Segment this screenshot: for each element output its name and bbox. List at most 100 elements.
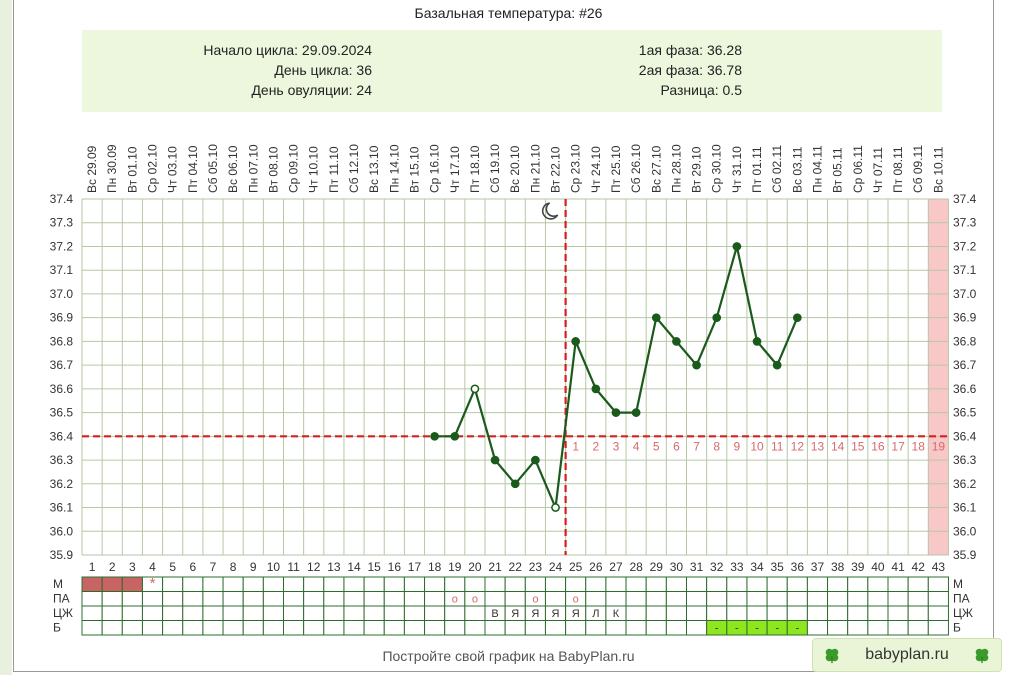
y-tick-label-left: 36.7 bbox=[50, 358, 74, 372]
symptom-cell bbox=[303, 576, 325, 592]
symptom-cell bbox=[484, 576, 506, 592]
symptom-cell bbox=[343, 620, 365, 636]
y-tick-label-right: 36.5 bbox=[953, 406, 977, 420]
symptom-cell bbox=[182, 576, 204, 592]
symptom-cell bbox=[101, 620, 123, 636]
day-number-label: 13 bbox=[327, 560, 341, 574]
symptom-cell bbox=[887, 576, 909, 592]
day-number-label: 5 bbox=[169, 560, 176, 574]
symptom-cell bbox=[504, 620, 526, 636]
temperature-series-line bbox=[434, 246, 799, 512]
date-tick-label: Вс 06.10 bbox=[226, 145, 240, 193]
y-tick-label-left: 37.4 bbox=[50, 192, 74, 206]
date-tick-label: Сб 19.10 bbox=[488, 144, 502, 193]
date-tick-label: Вс 20.10 bbox=[508, 145, 522, 193]
symptom-cell bbox=[242, 576, 264, 592]
symptom-cell bbox=[504, 576, 526, 592]
date-tick-label: Ср 06.11 bbox=[851, 145, 865, 193]
symptom-mark: о bbox=[452, 594, 458, 606]
symptom-cell bbox=[403, 576, 426, 592]
symptom-cell bbox=[806, 620, 829, 636]
date-tick-label: Вт 29.10 bbox=[690, 146, 704, 193]
brand-badge[interactable]: babyplan.ru bbox=[812, 638, 1002, 672]
symptom-cell bbox=[262, 576, 285, 592]
symptom-cell bbox=[625, 576, 647, 592]
day-number-label: 3 bbox=[129, 560, 136, 574]
symptom-cell bbox=[887, 591, 909, 607]
symptom-cell bbox=[383, 576, 405, 592]
luteal-day-number: 6 bbox=[673, 439, 680, 453]
temperature-point bbox=[772, 360, 782, 370]
day-number-label: 37 bbox=[811, 560, 825, 574]
date-tick-label: Сб 09.11 bbox=[911, 145, 925, 193]
y-tick-label-left: 36.5 bbox=[50, 406, 74, 420]
symptom-cell bbox=[504, 591, 526, 607]
temperature-point bbox=[611, 408, 621, 417]
temperature-point bbox=[430, 431, 439, 441]
symptom-cell bbox=[242, 605, 264, 621]
symptom-mark: - bbox=[715, 623, 719, 635]
y-tick-label-right: 36.3 bbox=[953, 453, 977, 467]
day-number-label: 36 bbox=[791, 560, 805, 574]
symptom-cell bbox=[565, 576, 587, 592]
symptom-cell bbox=[262, 591, 285, 607]
day-number-label: 25 bbox=[569, 560, 583, 574]
symptom-cell bbox=[585, 620, 607, 636]
day-number-label: 2 bbox=[109, 560, 116, 574]
date-tick-label: Пн 30.09 bbox=[105, 144, 119, 193]
symptom-cell bbox=[786, 591, 808, 607]
date-tick-label: Чт 07.11 bbox=[871, 147, 885, 193]
temperature-point bbox=[571, 337, 581, 346]
y-tick-label-right: 36.4 bbox=[953, 429, 977, 443]
row-label-left: ЦЖ bbox=[53, 606, 73, 620]
day-number-label: 33 bbox=[730, 560, 744, 574]
symptom-cell bbox=[403, 605, 426, 621]
temperature-point bbox=[692, 360, 701, 370]
chart-title: Базальная температура: #26 bbox=[414, 5, 603, 21]
symptom-mark: К bbox=[613, 608, 620, 620]
symptom-cell bbox=[706, 591, 728, 607]
y-tick-label-left: 37.3 bbox=[50, 216, 74, 230]
day-number-label: 7 bbox=[210, 560, 217, 574]
symptom-cell bbox=[202, 591, 224, 607]
symptom-cell bbox=[766, 576, 788, 592]
symptom-cell bbox=[182, 591, 204, 607]
symptom-cell bbox=[544, 620, 567, 636]
symptom-cell bbox=[222, 591, 244, 607]
luteal-day-number: 16 bbox=[871, 439, 885, 453]
symptom-cell bbox=[544, 576, 567, 592]
symptom-cell bbox=[121, 591, 143, 607]
symptom-mark: Я bbox=[552, 608, 560, 620]
cycle-day-text: День цикла: 36 bbox=[274, 62, 372, 78]
symptom-cell bbox=[323, 620, 345, 636]
symptom-cell bbox=[867, 605, 889, 621]
symptom-cell bbox=[847, 591, 869, 607]
phase2-text: 2ая фаза: 36.78 bbox=[638, 62, 742, 78]
symptom-cell bbox=[262, 620, 285, 636]
symptom-cell bbox=[141, 605, 164, 621]
symptom-cell bbox=[806, 576, 829, 592]
moon-icon bbox=[541, 202, 559, 220]
predicted-period-column bbox=[928, 199, 949, 555]
footer-promo-text[interactable]: Постройте свой график на BabyPlan.ru bbox=[382, 648, 635, 664]
symptom-mark: Я bbox=[511, 608, 519, 620]
row-label-right: ЦЖ bbox=[953, 606, 973, 620]
date-tick-label: Пн 28.10 bbox=[669, 144, 683, 193]
symptom-mark: о bbox=[472, 594, 478, 606]
luteal-day-number: 17 bbox=[891, 439, 905, 453]
symptom-cell bbox=[343, 605, 365, 621]
date-tick-label: Чт 24.10 bbox=[589, 146, 603, 193]
symptom-cell bbox=[585, 576, 607, 592]
symptom-cell bbox=[645, 620, 667, 636]
symptom-cell bbox=[343, 576, 365, 592]
temperature-point bbox=[591, 384, 601, 394]
symptom-cell bbox=[847, 576, 869, 592]
symptom-cell bbox=[665, 576, 687, 592]
symptom-cell bbox=[766, 605, 788, 621]
y-tick-label-right: 36.8 bbox=[953, 334, 977, 348]
symptom-cell bbox=[786, 605, 808, 621]
symptom-cell bbox=[524, 576, 546, 592]
luteal-day-number: 11 bbox=[771, 439, 784, 453]
temperature-point bbox=[531, 455, 540, 465]
